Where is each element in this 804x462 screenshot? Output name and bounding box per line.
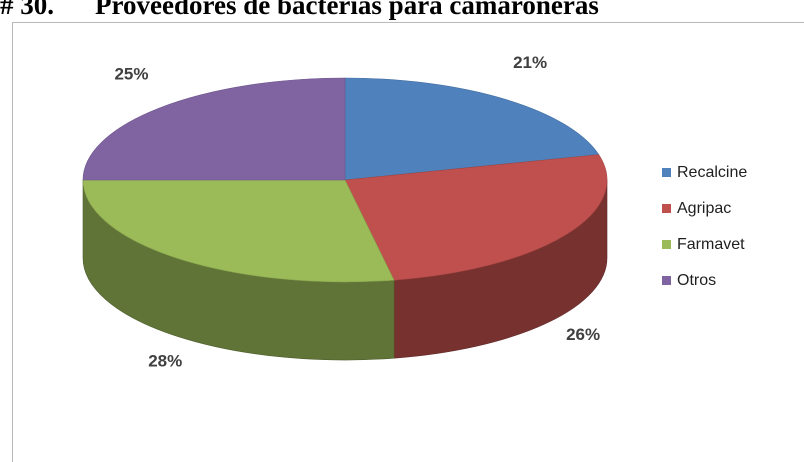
legend-swatch-farmavet (662, 240, 671, 249)
data-label-otros: 25% (114, 65, 148, 84)
data-label-recalcine: 21% (513, 53, 547, 72)
legend-swatch-agripac (662, 204, 671, 213)
legend-label-otros: Otros (677, 272, 716, 289)
legend-label-recalcine: Recalcine (677, 164, 747, 181)
slice-otros (83, 78, 345, 180)
data-label-agripac: 26% (566, 325, 600, 344)
legend-swatch-recalcine (662, 168, 671, 177)
legend-swatch-otros (662, 276, 671, 285)
legend-label-agripac: Agripac (677, 200, 731, 217)
data-label-farmavet: 28% (148, 351, 182, 370)
legend-label-farmavet: Farmavet (677, 236, 745, 253)
